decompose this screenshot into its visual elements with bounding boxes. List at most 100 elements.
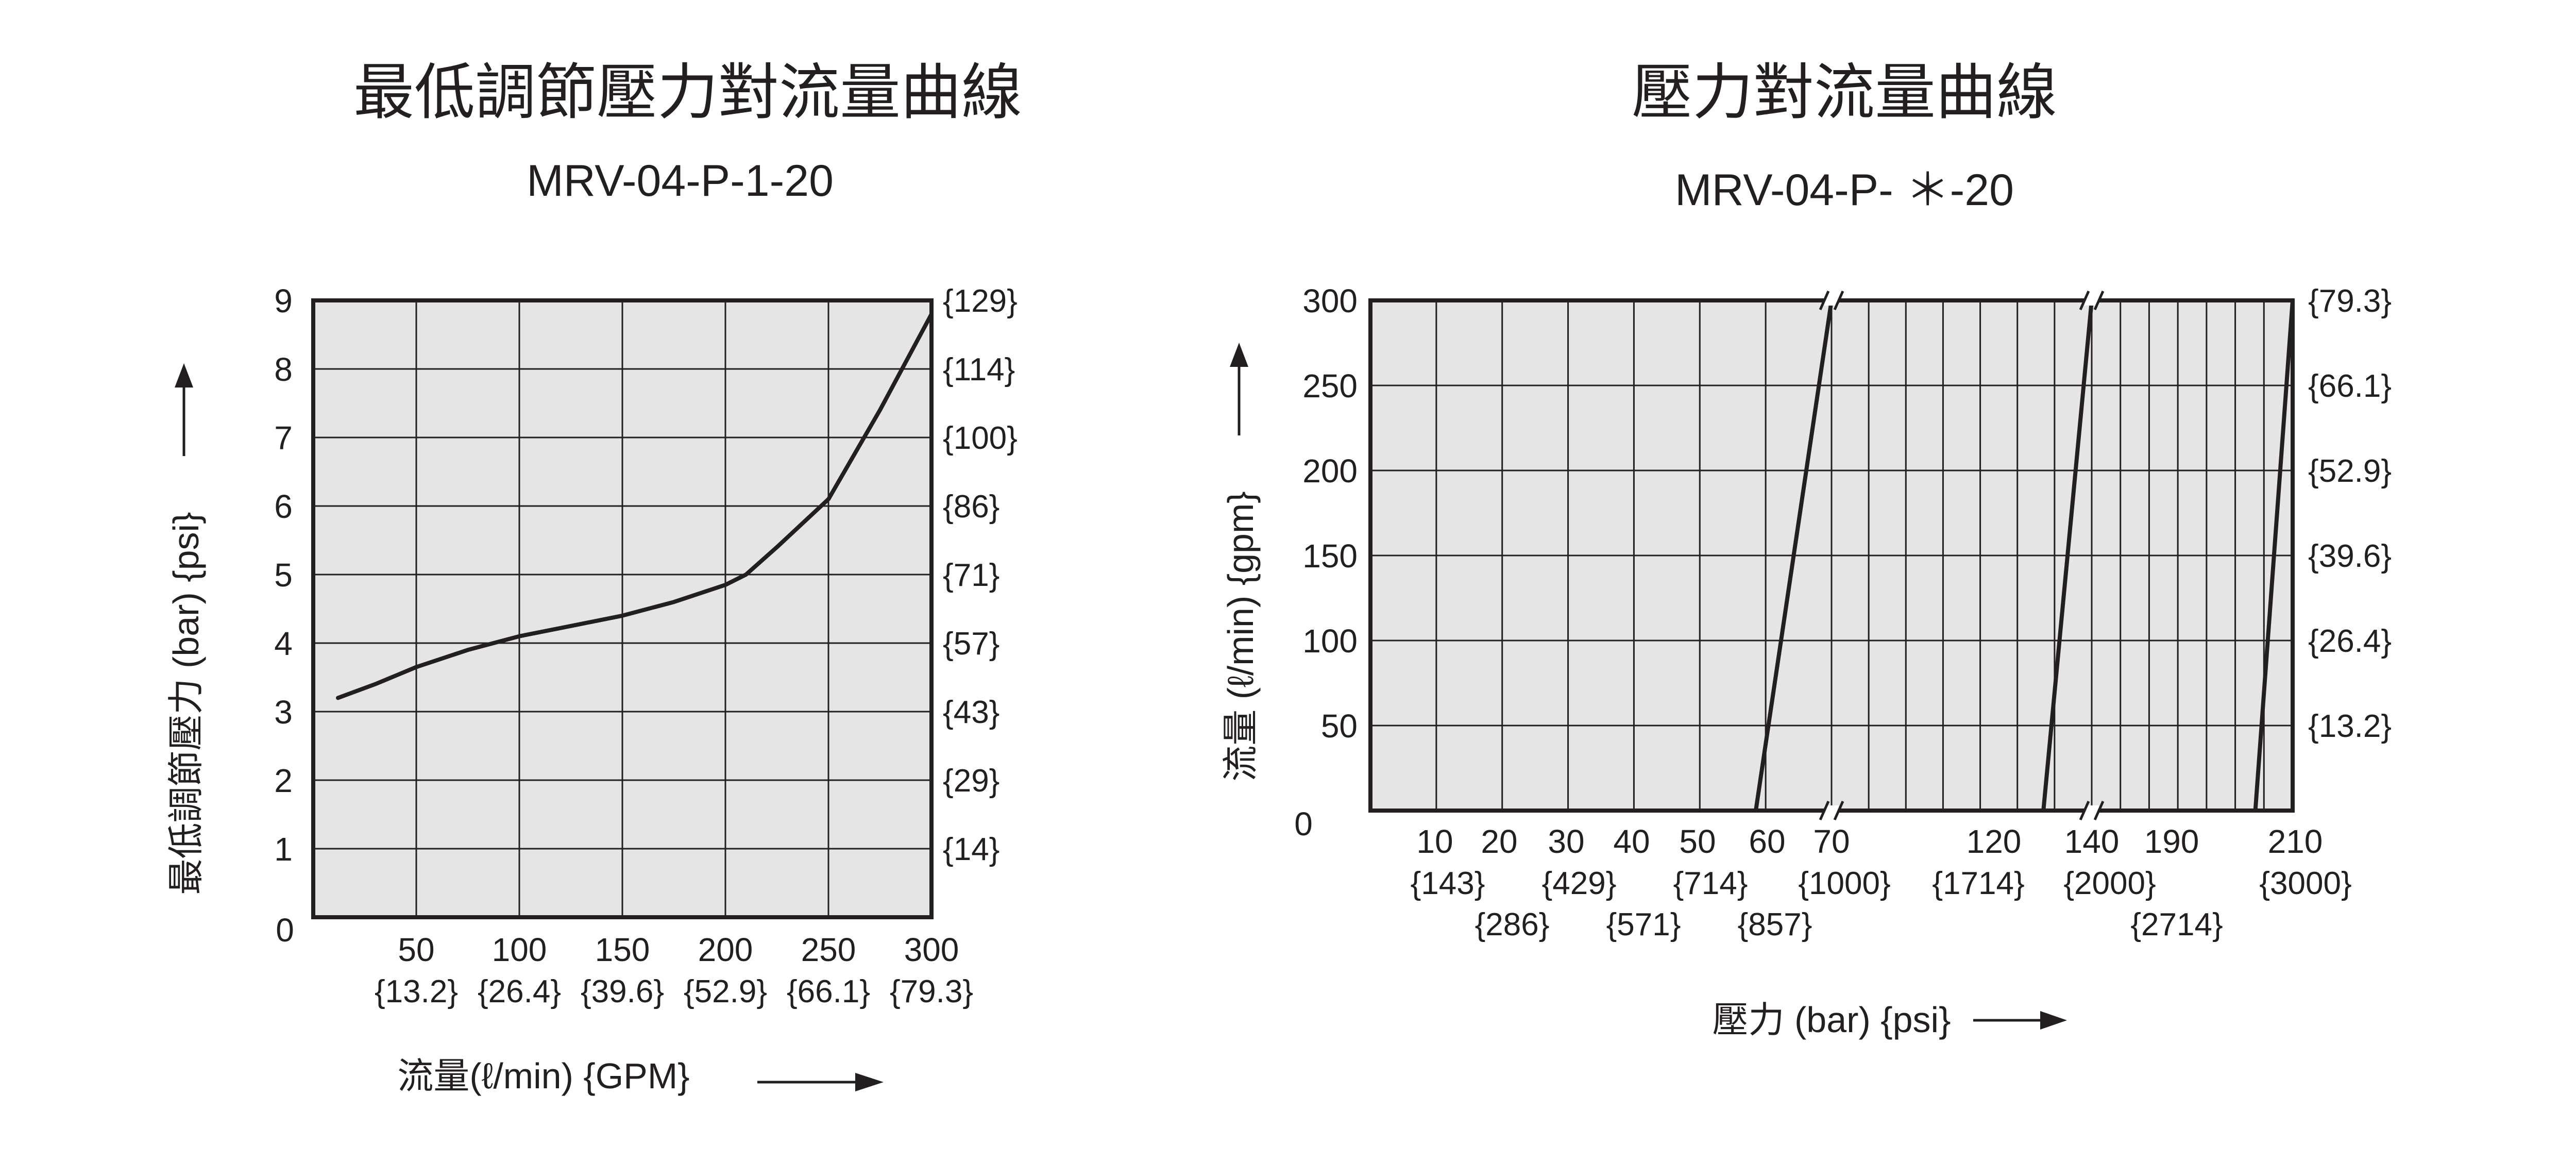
right-x-tick-label: 50 (1679, 823, 1716, 860)
right-series-line (2041, 300, 2094, 811)
right-grid (1370, 300, 2293, 811)
right-axis-breaks (1819, 290, 2105, 821)
left-y-tick-label: 6 (274, 488, 293, 525)
left-x-secondary-tick-label: {26.4} (478, 974, 561, 1009)
left-y-tick-label: 7 (274, 419, 293, 457)
right-axis-break-mark (2079, 800, 2090, 821)
left-y-tick-label: 9 (274, 282, 293, 319)
right-axis-break-mark (2079, 290, 2090, 311)
right-y-tick-labels: 0 50 100 150 200 250 300 (1294, 282, 1358, 843)
left-y-right-tick-label: {100} (943, 420, 1018, 456)
right-x-tick-label: 30 (1548, 823, 1584, 860)
right-x-tick-labels: 10 20 30 40 50 60 70 120 140 190 210 (1416, 823, 2323, 860)
right-axis-break-gap (1824, 805, 1839, 816)
right-y-tick-label: 100 (1302, 622, 1358, 660)
right-series-line (2253, 300, 2295, 811)
left-x-tick-labels: 0 50 100 150 200 250 300 (276, 912, 959, 968)
left-y-axis-title: 最低調節壓力 (bar) {psi} (166, 512, 206, 895)
right-x-secondary-tick-label: {429} (1542, 866, 1617, 901)
left-x-secondary-tick-label: {79.3} (890, 974, 973, 1009)
right-y-right-tick-label: {52.9} (2308, 453, 2392, 489)
right-x-secondary-tick-label: {714} (1673, 866, 1748, 901)
left-x-tick-label: 200 (698, 931, 753, 968)
left-x-secondary-tick-label: {52.9} (684, 974, 767, 1009)
right-axis-break-mark (1819, 800, 1830, 821)
right-x-secondary-tick-labels: {143} {286} {429} {571} {714} {857} {1000} {171… (1411, 866, 2352, 942)
left-series-line (336, 312, 934, 700)
right-chart-subtitle: MRV-04-P- ＊-20 (1675, 165, 2014, 215)
left-y-right-tick-label: {14} (943, 832, 999, 867)
right-x-tick-label: 10 (1416, 823, 1453, 860)
right-axis-break-mark (2093, 290, 2105, 311)
left-plot-frame (311, 298, 934, 919)
right-x-secondary-tick-label: {1000} (1798, 866, 1890, 901)
left-chart: 0 50 100 150 200 250 300 {13.2} {26.4} {39.6} {52… (166, 282, 1018, 1096)
right-x-axis-title: 壓力 (bar) {psi} (1713, 1000, 1951, 1040)
right-y-tick-label: 50 (1321, 708, 1358, 745)
left-y-right-tick-label: {114} (943, 352, 1015, 388)
right-series-line (1754, 300, 1834, 811)
right-axis-break-mark (1833, 290, 1844, 311)
right-x-secondary-tick-label: {286} (1475, 907, 1550, 942)
left-y-tick-label: 5 (274, 557, 293, 594)
left-x-tick-label: 50 (398, 931, 434, 968)
left-y-tick-label: 2 (274, 762, 293, 799)
right-y-tick-label: 150 (1302, 537, 1358, 575)
right-y-axis-arrow (1230, 343, 1248, 435)
right-x-secondary-tick-label: {143} (1411, 866, 1485, 901)
right-x-tick-label: 140 (2064, 823, 2120, 860)
left-x-tick-label: 250 (801, 931, 856, 968)
left-grid (313, 300, 931, 917)
left-y-tick-label: 3 (274, 694, 293, 731)
left-x-secondary-tick-label: {13.2} (375, 974, 458, 1009)
right-axis-break-gap (2084, 295, 2099, 306)
right-series (1754, 300, 2295, 811)
right-chart: 10 20 30 40 50 60 70 120 140 190 210 {143} {286} {42… (1221, 282, 2392, 1040)
left-y-right-tick-label: {29} (943, 763, 999, 799)
left-x-tick-label: 300 (904, 931, 959, 968)
left-y-right-tick-label: {71} (943, 558, 999, 593)
right-x-secondary-tick-label: {571} (1606, 907, 1681, 942)
left-x-tick-label: 100 (492, 931, 547, 968)
right-x-secondary-tick-label: {3000} (2259, 866, 2351, 901)
right-x-tick-label: 40 (1613, 823, 1650, 860)
right-y-right-tick-label: {26.4} (2308, 624, 2392, 659)
right-x-tick-label: 210 (2268, 823, 2323, 860)
right-x-axis-arrow (1973, 1011, 2067, 1030)
left-y-tick-label: 8 (274, 351, 293, 388)
right-x-secondary-tick-label: {2000} (2063, 866, 2156, 901)
right-chart-title: 壓力對流量曲線 (1632, 59, 2057, 127)
right-y-right-tick-label: {39.6} (2308, 538, 2392, 574)
right-y-right-tick-label: {66.1} (2308, 368, 2392, 404)
right-axis-break-gap (1824, 295, 1839, 306)
left-chart-subtitle: MRV-04-P-1-20 (527, 156, 834, 206)
left-y-tick-labels: 1 2 3 4 5 6 7 8 9 (274, 282, 293, 868)
left-series (336, 312, 934, 700)
right-x-secondary-tick-label: {2714} (2130, 907, 2223, 942)
left-x-secondary-tick-labels: {13.2} {26.4} {39.6} {52.9} {66.1} {79.3} (375, 974, 973, 1009)
left-x-tick-label: 150 (595, 931, 650, 968)
left-y-tick-label: 1 (274, 831, 293, 868)
right-x-secondary-tick-label: {857} (1738, 907, 1812, 942)
left-x-secondary-tick-label: {66.1} (787, 974, 870, 1009)
right-y-tick-label: 0 (1294, 805, 1313, 843)
left-y-right-tick-label: {57} (943, 626, 999, 662)
left-y-right-tick-label: {129} (943, 283, 1018, 319)
right-y-right-tick-labels: {13.2} {26.4} {39.6} {52.9} {66.1} {79.3} (2308, 283, 2392, 744)
right-x-tick-label: 20 (1481, 823, 1517, 860)
right-y-right-tick-label: {79.3} (2308, 283, 2392, 319)
left-y-right-tick-label: {43} (943, 695, 999, 730)
right-y-tick-label: 200 (1302, 452, 1358, 490)
right-x-tick-label: 60 (1749, 823, 1785, 860)
right-y-axis-title: 流量 (ℓ/min) {gpm} (1221, 491, 1261, 781)
right-y-tick-label: 300 (1302, 282, 1358, 319)
left-y-right-tick-labels: {14} {29} {43} {57} {71} {86} {100} {114} {129} (943, 283, 1018, 867)
right-y-right-tick-label: {13.2} (2308, 709, 2392, 744)
right-x-secondary-tick-label: {1714} (1932, 866, 2024, 901)
left-x-secondary-tick-label: {39.6} (581, 974, 664, 1009)
right-y-tick-label: 250 (1302, 367, 1358, 405)
right-x-tick-label: 190 (2144, 823, 2199, 860)
right-axis-break-mark (2093, 800, 2105, 821)
left-chart-title: 最低調節壓力對流量曲線 (353, 59, 1022, 127)
